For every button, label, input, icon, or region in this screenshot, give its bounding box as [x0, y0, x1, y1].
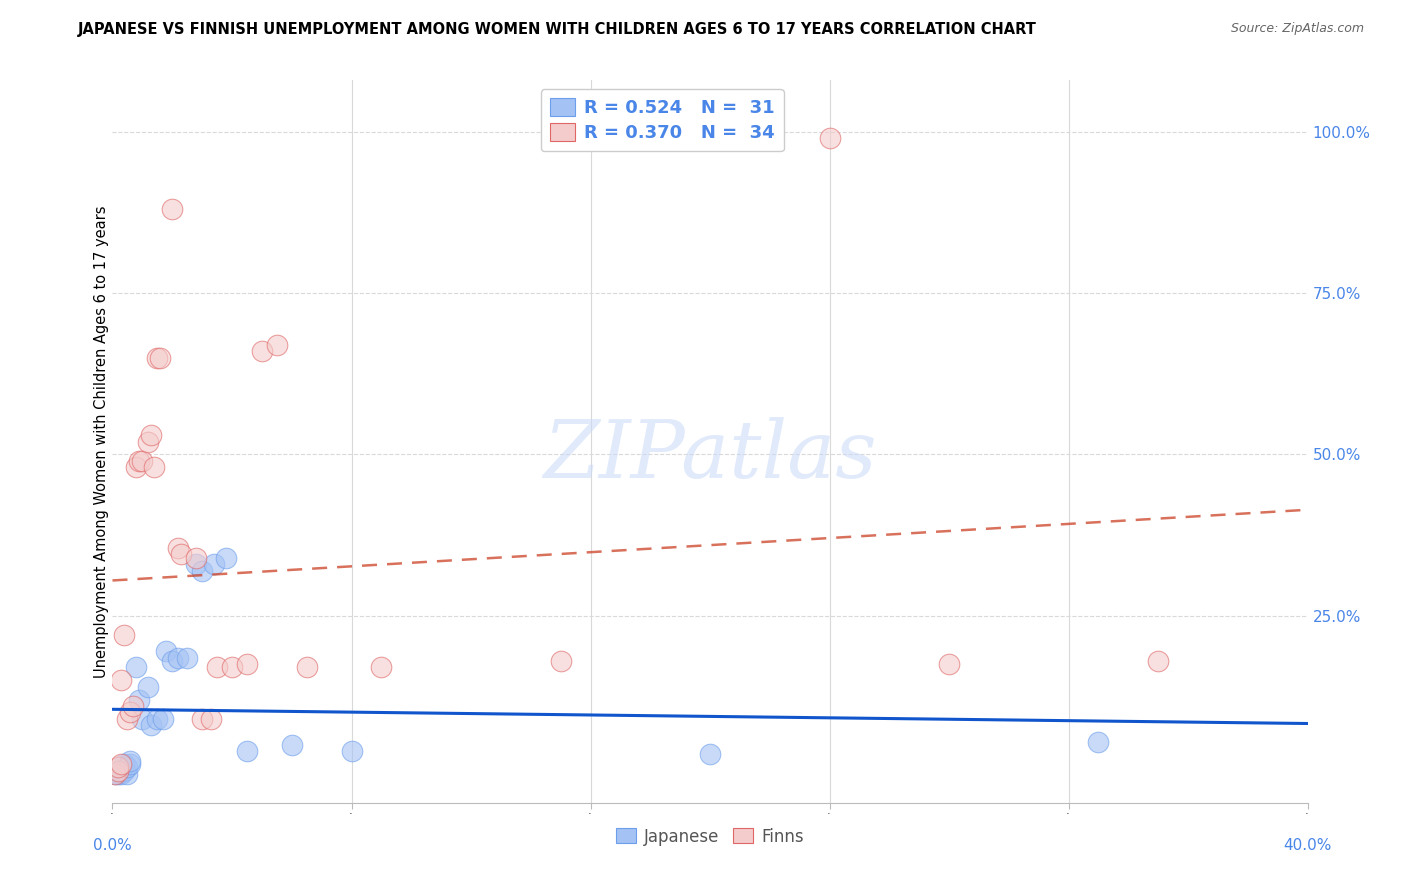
Point — [1147, 654, 1170, 668]
Point — [236, 744, 259, 758]
Point — [141, 428, 163, 442]
Point — [818, 131, 841, 145]
Legend: Japanese, Finns: Japanese, Finns — [609, 821, 811, 852]
Point — [117, 760, 139, 774]
Y-axis label: Unemployment Among Women with Children Ages 6 to 17 years: Unemployment Among Women with Children A… — [94, 205, 108, 678]
Point — [202, 557, 225, 571]
Point — [370, 660, 392, 674]
Text: JAPANESE VS FINNISH UNEMPLOYMENT AMONG WOMEN WITH CHILDREN AGES 6 TO 17 YEARS CO: JAPANESE VS FINNISH UNEMPLOYMENT AMONG W… — [77, 22, 1036, 37]
Point — [155, 644, 177, 658]
Point — [110, 673, 132, 688]
Point — [107, 760, 129, 774]
Point — [340, 744, 363, 758]
Point — [138, 680, 160, 694]
Point — [550, 654, 572, 668]
Point — [104, 766, 127, 780]
Point — [114, 628, 135, 642]
Point — [281, 738, 304, 752]
Point — [122, 699, 145, 714]
Point — [699, 747, 721, 762]
Point — [162, 654, 183, 668]
Point — [138, 434, 160, 449]
Text: Source: ZipAtlas.com: Source: ZipAtlas.com — [1230, 22, 1364, 36]
Point — [110, 757, 132, 772]
Point — [221, 660, 243, 674]
Point — [120, 754, 142, 768]
Point — [205, 660, 228, 674]
Point — [120, 706, 142, 720]
Point — [131, 712, 153, 726]
Text: 40.0%: 40.0% — [1284, 838, 1331, 854]
Point — [125, 460, 148, 475]
Point — [191, 712, 214, 726]
Point — [146, 712, 169, 726]
Point — [152, 712, 174, 726]
Point — [117, 766, 139, 780]
Point — [167, 650, 190, 665]
Point — [141, 718, 163, 732]
Point — [176, 650, 198, 665]
Point — [266, 338, 288, 352]
Point — [128, 454, 150, 468]
Point — [186, 557, 208, 571]
Point — [215, 550, 238, 565]
Point — [128, 692, 150, 706]
Text: 0.0%: 0.0% — [93, 838, 132, 854]
Text: ZIPatlas: ZIPatlas — [543, 417, 877, 495]
Point — [149, 351, 172, 365]
Point — [1087, 734, 1109, 748]
Point — [114, 764, 135, 778]
Point — [146, 351, 169, 365]
Point — [117, 712, 139, 726]
Point — [107, 764, 129, 778]
Point — [110, 766, 132, 780]
Point — [114, 757, 135, 772]
Point — [191, 564, 214, 578]
Point — [110, 764, 132, 778]
Point — [236, 657, 259, 672]
Point — [107, 766, 129, 780]
Point — [125, 660, 148, 674]
Point — [170, 548, 193, 562]
Point — [295, 660, 318, 674]
Point — [104, 766, 127, 780]
Point — [250, 344, 273, 359]
Point — [120, 757, 142, 772]
Point — [938, 657, 960, 672]
Point — [200, 712, 222, 726]
Point — [186, 550, 208, 565]
Point — [131, 454, 153, 468]
Point — [107, 764, 129, 778]
Point — [167, 541, 190, 555]
Point — [162, 202, 183, 217]
Point — [143, 460, 166, 475]
